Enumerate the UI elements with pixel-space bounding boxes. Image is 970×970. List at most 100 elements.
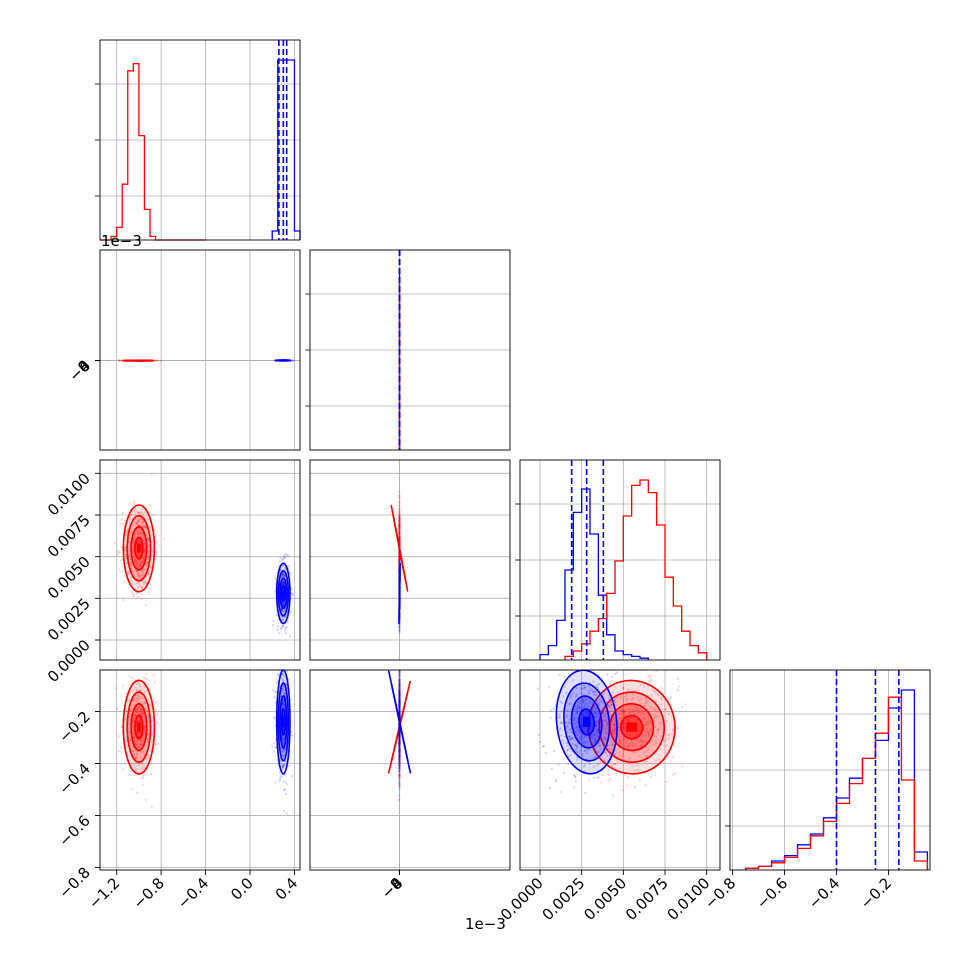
scatter-point: [135, 560, 138, 564]
scatter-point: [398, 536, 401, 539]
scatter-point: [142, 572, 145, 575]
scatter-point: [398, 521, 401, 525]
scatter-points-blue: [398, 669, 401, 802]
scatter-point: [398, 556, 401, 559]
scatter-point: [124, 546, 127, 549]
scatter-point: [141, 570, 144, 573]
scatter-point: [131, 523, 134, 526]
scatter-point: [136, 563, 139, 566]
scatter-point: [573, 786, 576, 789]
density-peak-blue: [282, 590, 285, 597]
scatter-point: [132, 541, 135, 544]
scatter-panel-2-0: [99, 459, 301, 661]
scatter-point: [398, 532, 401, 535]
scatter-point: [566, 763, 570, 766]
scatter-point: [121, 570, 124, 573]
scatter-point: [140, 561, 143, 564]
scatter-point: [398, 682, 401, 685]
scatter-point: [290, 592, 293, 595]
scatter-point: [142, 558, 145, 561]
scatter-point: [274, 590, 277, 594]
scatter-point: [117, 359, 120, 362]
scatter-point: [621, 789, 624, 792]
scatter-point: [125, 533, 128, 536]
scatter-point: [281, 601, 284, 604]
scatter-point: [627, 776, 630, 779]
scatter-point: [144, 525, 147, 528]
scatter-point: [398, 688, 401, 691]
scatter-point: [151, 550, 154, 553]
scatter-point: [139, 513, 142, 516]
scatter-point: [134, 509, 137, 512]
scatter-point: [146, 537, 150, 540]
scatter-point: [146, 518, 150, 521]
scatter-point: [398, 555, 401, 559]
scatter-point: [398, 557, 401, 561]
scatter-point: [676, 727, 679, 730]
scatter-point: [398, 559, 401, 562]
scatter-point: [124, 546, 127, 549]
contour-blue: [280, 585, 286, 602]
scatter-point: [129, 562, 132, 565]
scatter-point: [398, 535, 401, 539]
scatter-point: [398, 558, 401, 561]
scatter-point: [398, 531, 401, 534]
density-peak-blue: [282, 716, 285, 728]
scatter-point: [282, 619, 285, 622]
diag-panel-2: [515, 459, 721, 661]
scatter-point: [398, 558, 401, 562]
scatter-point: [141, 560, 144, 564]
scatter-point: [141, 574, 144, 577]
scatter-point: [284, 615, 287, 618]
scatter-point: [281, 574, 284, 577]
scatter-point: [285, 812, 288, 815]
scatter-point: [398, 528, 401, 531]
scatter-point: [398, 531, 401, 535]
scatter-point: [143, 580, 146, 583]
scatter-point: [143, 510, 146, 514]
scatter-point: [133, 593, 136, 596]
scatter-point: [398, 785, 401, 788]
scatter-point: [620, 710, 623, 713]
scatter-point: [137, 574, 140, 577]
scatter-point: [398, 560, 401, 563]
scatter-point: [132, 540, 135, 544]
scatter-point: [398, 559, 401, 563]
scatter-point: [398, 560, 401, 564]
scatter-point: [398, 626, 401, 629]
scatter-point: [398, 554, 401, 558]
scatter-point: [135, 569, 138, 573]
scatter-point: [398, 533, 401, 536]
scatter-point: [633, 785, 636, 789]
scatter-point: [398, 710, 401, 713]
scatter-point: [673, 772, 676, 775]
scatter-point: [135, 559, 138, 562]
scatter-point: [140, 586, 143, 589]
scatter-point: [272, 688, 275, 691]
scatter-point: [398, 513, 401, 516]
scatter-point: [271, 623, 274, 627]
scatter-point: [123, 581, 126, 584]
scatter-point: [281, 575, 284, 579]
scatter-point: [113, 542, 116, 545]
scatter-point: [127, 572, 130, 575]
scatter-point: [271, 745, 274, 748]
scatter-point: [128, 553, 131, 557]
contour-blue: [277, 570, 290, 617]
scatter-point: [398, 516, 401, 519]
scatter-point: [159, 359, 162, 362]
contour-blue: [275, 562, 291, 625]
scatter-point: [282, 554, 286, 557]
scatter-point: [133, 502, 136, 505]
scatter-point: [124, 553, 128, 556]
scatter-point: [140, 593, 144, 596]
scatter-point: [599, 781, 602, 784]
scatter-point: [398, 532, 401, 535]
scatter-point: [273, 359, 276, 362]
scatter-point: [281, 602, 284, 605]
scatter-point: [398, 523, 401, 526]
scatter-panel-3-2: [519, 669, 721, 871]
scatter-point: [398, 531, 401, 534]
scatter-point: [135, 591, 138, 595]
